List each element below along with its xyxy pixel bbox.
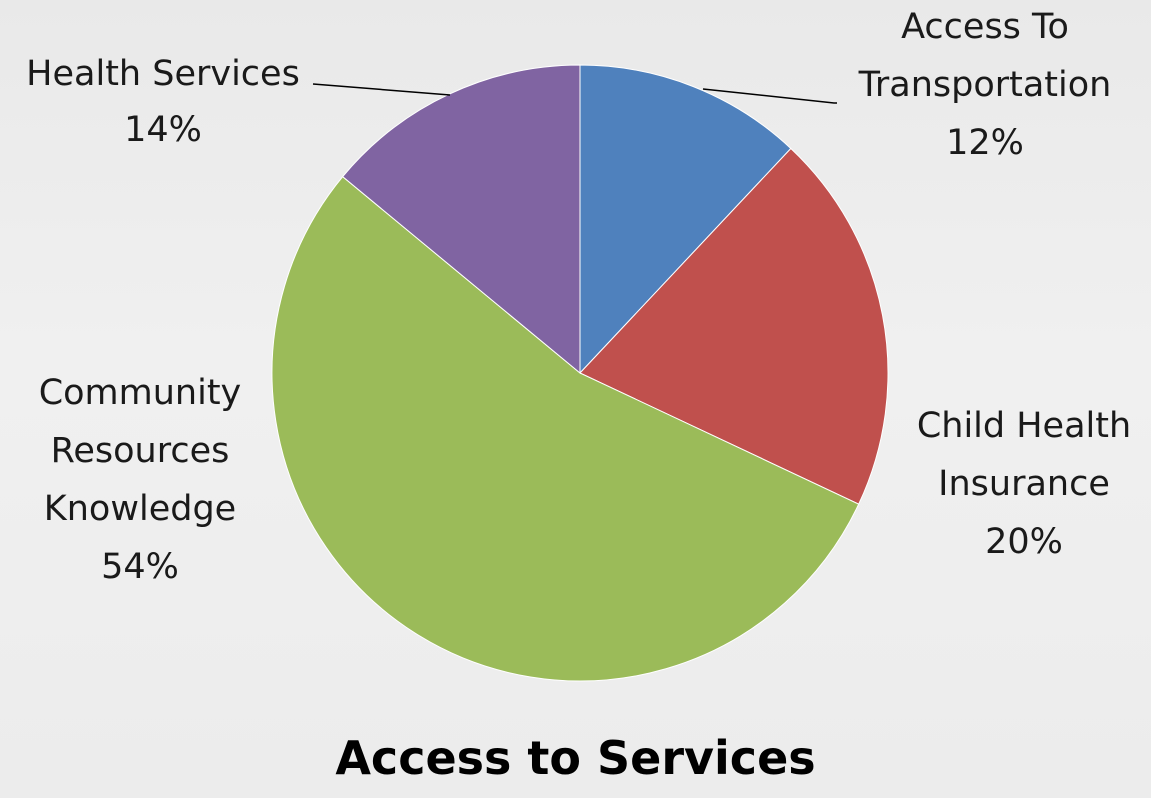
slice-value-label: 20%	[985, 522, 1063, 562]
pie-slice-child-health-insurance	[579, 147, 889, 505]
slice-category-label: Transportation	[858, 65, 1112, 105]
slice-category-label: Knowledge	[44, 489, 236, 529]
slice-category-label: Child Health	[917, 406, 1131, 446]
pie-slice-access-to-transportation	[579, 64, 792, 375]
slice-label-child-health-insurance: Child Health Insurance 20%	[917, 406, 1131, 562]
slice-value-label: 14%	[124, 110, 202, 150]
slice-category-label: Health Services	[26, 54, 300, 94]
slice-label-access-to-transportation: Access To Transportation 12%	[858, 7, 1112, 163]
leader-line	[702, 88, 837, 104]
slice-label-community-resources-knowledge: Community Resources Knowledge 54%	[39, 373, 242, 587]
slice-category-label: Insurance	[938, 464, 1110, 504]
slice-category-label: Access To	[901, 7, 1069, 47]
pie-slice-community-resources-knowledge	[271, 175, 860, 682]
leader-lines	[312, 83, 837, 104]
slice-label-health-services: Health Services 14%	[26, 54, 300, 150]
chart-title: Access to Services	[335, 731, 816, 785]
slice-category-label: Community	[39, 373, 242, 413]
slice-value-label: 12%	[946, 123, 1024, 163]
leader-line	[312, 83, 451, 96]
slice-category-label: Resources	[51, 431, 230, 471]
pie-slices	[271, 64, 889, 682]
slice-value-label: 54%	[101, 547, 179, 587]
slice-labels: Access To Transportation 12% Child Health In…	[26, 7, 1131, 587]
